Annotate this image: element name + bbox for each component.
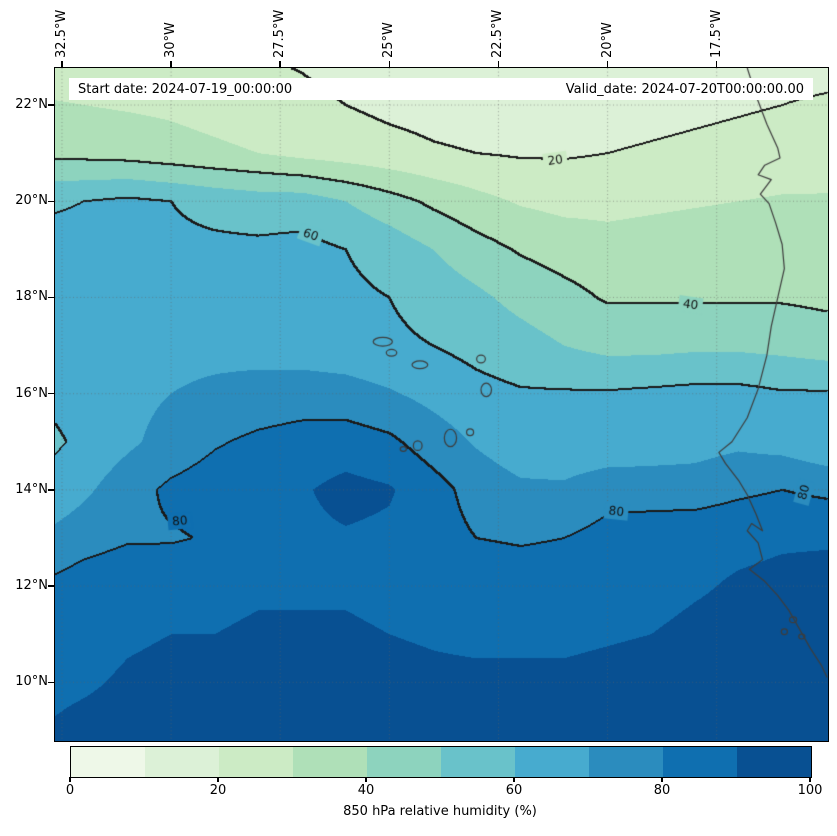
x-tick-mark [606,61,609,67]
y-tick-label: 18°N [15,289,48,305]
colorbar-label: 850 hPa relative humidity (%) [343,804,537,819]
y-tick-label: 22°N [15,97,48,113]
x-tick-label: 27.5°W [272,9,288,58]
colorbar-segment [441,747,515,777]
y-tick-mark [48,200,54,202]
colorbar-tick-label: 100 [797,783,823,798]
y-tick-label: 14°N [15,481,48,497]
colorbar-tick-label: 40 [357,783,375,798]
y-tick-mark [48,489,54,491]
x-tick-mark [388,61,391,67]
colorbar-segment [71,747,145,777]
x-tick-mark [279,61,281,67]
colorbar-segment [663,747,737,777]
colorbar-tick-mark [69,777,71,782]
start-date-text: Start date: 2024-07-19_00:00:00 [78,81,293,97]
colorbar-tick-label: 20 [209,783,227,798]
x-tick-label: 32.5°W [53,9,69,58]
colorbar-segment [367,747,441,777]
x-tick-label: 17.5°W [708,9,724,58]
y-tick-label: 20°N [15,193,48,209]
y-tick-label: 10°N [15,674,48,690]
colorbar-tick-mark [661,777,663,782]
colorbar [70,746,812,778]
y-tick-mark [48,392,54,395]
colorbar-tick-mark [365,777,367,782]
y-tick-mark [48,681,54,684]
valid-date-text: Valid_date: 2024-07-20T00:00:00.00 [565,81,804,97]
colorbar-segment [219,747,293,777]
x-tick-mark [715,61,718,67]
colorbar-tick-label: 60 [505,783,523,798]
y-tick-mark [48,296,54,299]
y-tick-mark [48,104,54,106]
colorbar-tick-label: 0 [65,783,75,798]
colorbar-tick-label: 80 [653,783,671,798]
colorbar-tick-mark [809,777,811,782]
humidity-contour-map-canvas [55,68,828,741]
y-tick-label: 16°N [15,385,48,401]
x-tick-mark [61,61,63,67]
x-tick-mark [497,61,500,67]
colorbar-segment [515,747,589,777]
y-tick-mark [48,585,54,587]
y-tick-label: 12°N [15,578,48,594]
colorbar-tick-mark [513,777,515,782]
colorbar-segment [589,747,663,777]
colorbar-segment [737,747,811,777]
header-strip: Start date: 2024-07-19_00:00:00 Valid_da… [69,78,813,100]
colorbar-segment [145,747,219,777]
colorbar-tick-mark [217,777,219,782]
x-tick-label: 30°W [163,22,179,58]
x-tick-label: 20°W [599,22,615,58]
x-tick-mark [170,61,172,67]
colorbar-segment [293,747,367,777]
x-tick-label: 22.5°W [490,9,506,58]
x-tick-label: 25°W [381,22,397,58]
